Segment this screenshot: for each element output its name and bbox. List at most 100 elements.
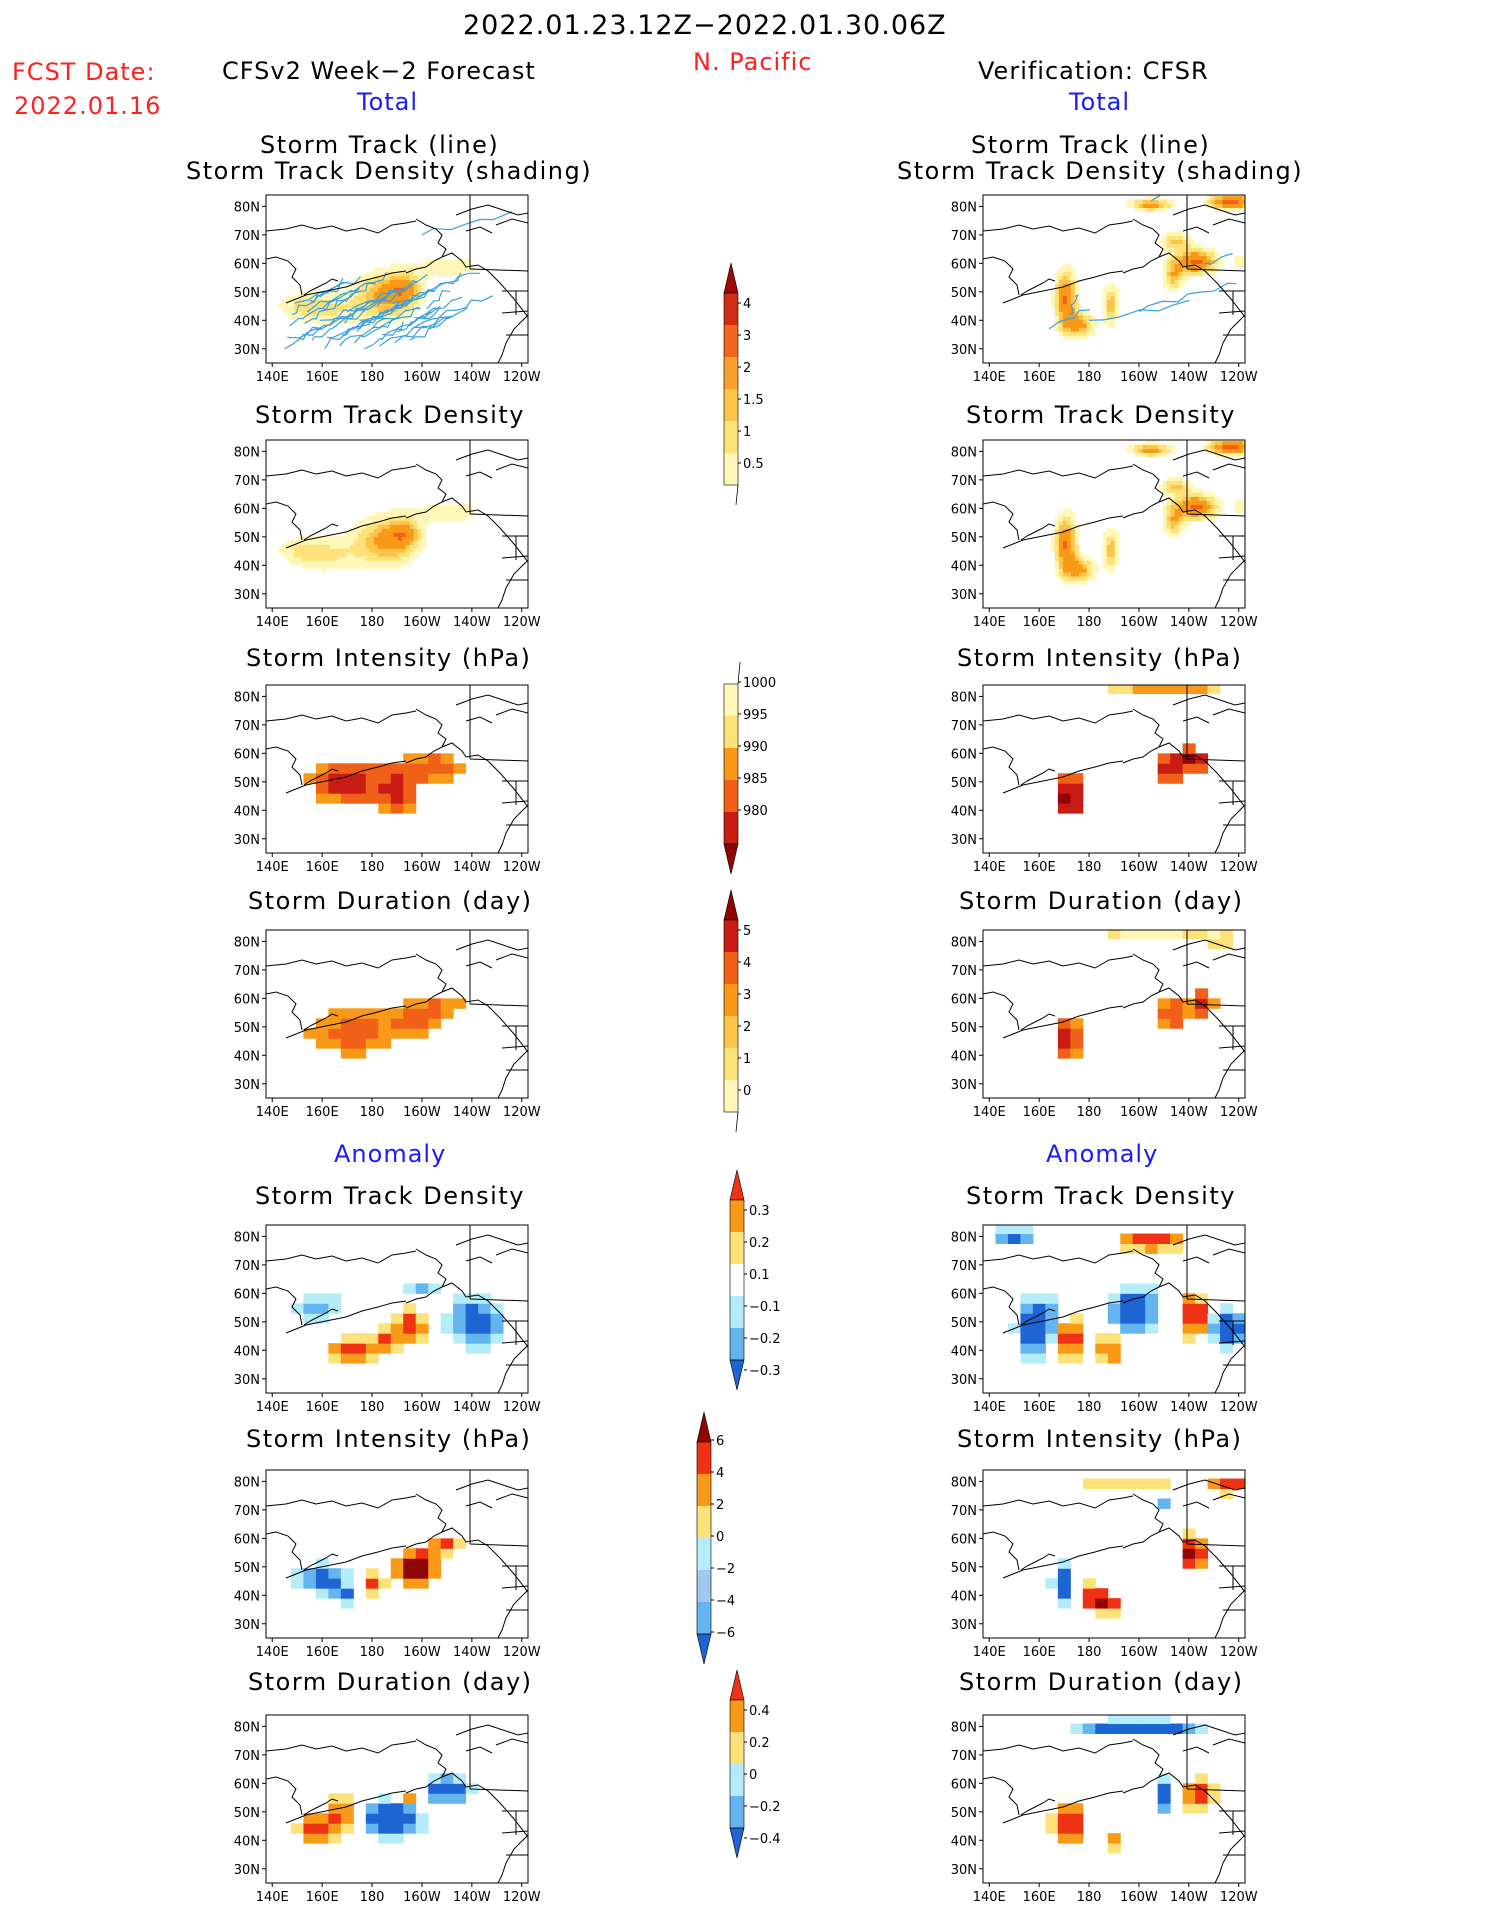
density-cell xyxy=(349,548,355,553)
density-cell xyxy=(1234,440,1240,446)
grid-cell xyxy=(478,1303,492,1314)
density-cell xyxy=(1066,536,1072,541)
density-cell xyxy=(305,540,311,545)
map-panel-3-forecast-plot-area xyxy=(266,930,528,1098)
density-cell xyxy=(397,540,403,545)
density-cell xyxy=(409,287,415,292)
grid-cell xyxy=(440,1548,454,1559)
density-cell xyxy=(1182,235,1188,241)
lon-tick-label: 120W xyxy=(1220,1890,1258,1905)
density-cell xyxy=(1242,255,1245,260)
density-cell xyxy=(1202,259,1208,264)
grid-cell xyxy=(465,1343,479,1354)
colorbar-segment xyxy=(730,1200,744,1232)
density-cell xyxy=(401,532,407,537)
grid-cell xyxy=(1070,1038,1084,1049)
coastline xyxy=(469,268,528,272)
density-cell xyxy=(1214,263,1220,268)
coastline xyxy=(266,220,417,234)
density-cell xyxy=(1102,307,1108,312)
lon-tick-label: 160E xyxy=(1023,1400,1056,1415)
grid-cell xyxy=(403,1578,417,1589)
density-cell xyxy=(1174,496,1180,501)
lat-tick-label: 70N xyxy=(951,474,977,489)
grid-cell xyxy=(415,1018,429,1029)
colorbar-tail xyxy=(737,661,741,685)
density-cell xyxy=(337,303,343,308)
grid-cell xyxy=(1220,1333,1234,1344)
grid-cell xyxy=(1057,1323,1071,1334)
density-cell xyxy=(357,299,363,304)
density-cell xyxy=(1170,504,1176,509)
density-cell xyxy=(1162,275,1168,280)
coastline xyxy=(1158,987,1245,1053)
grid-cell xyxy=(1170,685,1184,695)
colorbar-label: 985 xyxy=(743,772,768,787)
grid-cell xyxy=(1207,930,1221,940)
density-cell xyxy=(281,544,287,549)
density-cell xyxy=(365,291,371,296)
lon-tick-label: 160E xyxy=(1023,370,1056,385)
density-cell xyxy=(469,267,475,272)
grid-cell xyxy=(1132,1723,1146,1735)
lon-tick-label: 140E xyxy=(973,1105,1006,1120)
density-cell xyxy=(425,267,431,272)
density-cell xyxy=(1134,444,1140,450)
grid-cell xyxy=(403,1793,417,1804)
coastline xyxy=(469,1788,528,1792)
grid-cell xyxy=(428,1773,442,1784)
density-cell xyxy=(1074,327,1080,332)
density-cell xyxy=(313,319,319,324)
density-cell xyxy=(1206,271,1212,276)
density-cell xyxy=(1182,251,1188,256)
density-cell xyxy=(1150,440,1156,446)
grid-cell xyxy=(378,1008,392,1019)
grid-cell xyxy=(340,1018,354,1029)
density-cell xyxy=(1090,572,1096,577)
density-cell xyxy=(1238,448,1244,454)
grid-cell xyxy=(328,1813,342,1824)
storm-track-line xyxy=(391,272,480,304)
density-cell xyxy=(317,315,323,320)
density-cell xyxy=(1170,512,1176,517)
grid-cell xyxy=(1132,1233,1146,1245)
grid-cell xyxy=(340,1803,354,1814)
density-cell xyxy=(1110,299,1116,304)
density-cell xyxy=(425,512,431,517)
density-cell xyxy=(1162,516,1168,521)
density-cell xyxy=(1170,500,1176,505)
density-cell xyxy=(1234,203,1240,209)
density-cell xyxy=(301,552,307,557)
storm-track-line xyxy=(339,316,399,347)
map-panel-3-forecast: 140E 160E 180 160W 140W 120W80N70N60N50N40N30… xyxy=(234,929,541,1120)
density-cell xyxy=(393,315,399,320)
density-cell xyxy=(409,532,415,537)
density-cell xyxy=(377,287,383,292)
colorbar-segment xyxy=(724,920,738,952)
density-cell xyxy=(1078,580,1084,585)
grid-cell xyxy=(403,1008,417,1019)
density-cell xyxy=(373,303,379,308)
density-cell xyxy=(1170,496,1176,501)
density-cell xyxy=(1218,440,1224,442)
density-cell xyxy=(1170,247,1176,252)
density-cell xyxy=(317,544,323,549)
coastline xyxy=(303,1553,339,1571)
grid-cell xyxy=(415,998,429,1009)
density-cell xyxy=(1202,504,1208,509)
density-cell xyxy=(369,536,375,541)
grid-cell xyxy=(1070,1343,1084,1354)
grid-cell xyxy=(1145,685,1159,695)
grid-cell xyxy=(1045,1333,1059,1344)
density-cell xyxy=(345,560,351,565)
density-cell xyxy=(1174,251,1180,256)
density-cell xyxy=(1170,520,1176,525)
lat-tick-label: 60N xyxy=(234,1777,260,1792)
grid-cell xyxy=(378,783,392,794)
density-cell xyxy=(289,560,295,565)
density-cell xyxy=(361,283,367,288)
density-cell xyxy=(377,560,383,565)
storm-track-line xyxy=(354,307,421,344)
density-cell xyxy=(1058,279,1064,284)
grid-cell xyxy=(315,1028,329,1039)
